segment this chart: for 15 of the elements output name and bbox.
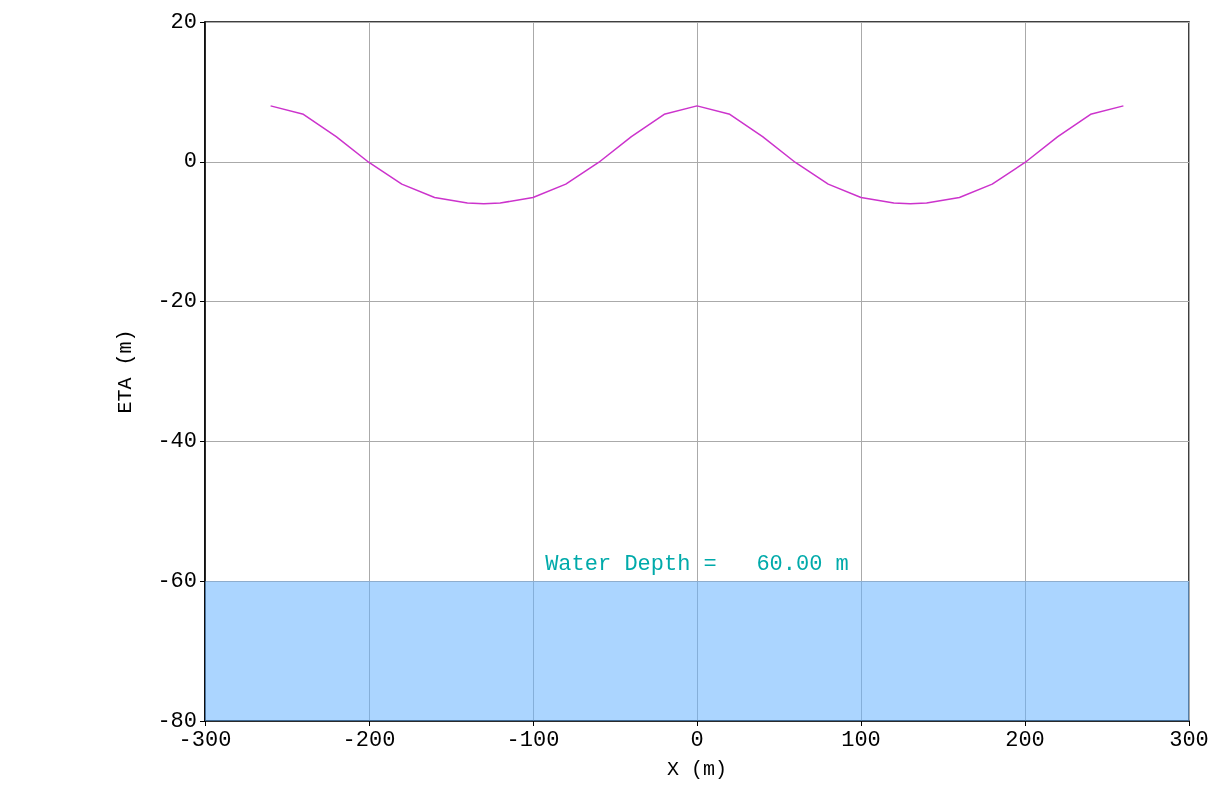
x-tick-label: 100	[841, 727, 881, 753]
y-tick-label: -60	[157, 568, 197, 594]
band-label: Water Depth = 60.00 m	[545, 551, 849, 577]
x-axis-title: X (m)	[666, 757, 728, 781]
x-tick-label: 200	[1005, 727, 1045, 753]
y-tick-label: -20	[157, 289, 197, 315]
y-tick-label: 20	[170, 9, 197, 35]
y-axis-title: ETA (m)	[113, 329, 137, 414]
line-series	[269, 105, 1125, 205]
x-tick-label: -100	[506, 727, 560, 753]
x-tick-label: 0	[690, 727, 704, 753]
y-tick-label: -40	[157, 428, 197, 454]
x-tick-label: -200	[342, 727, 396, 753]
x-tick-label: 300	[1169, 727, 1209, 753]
y-tick-label: 0	[183, 149, 197, 175]
